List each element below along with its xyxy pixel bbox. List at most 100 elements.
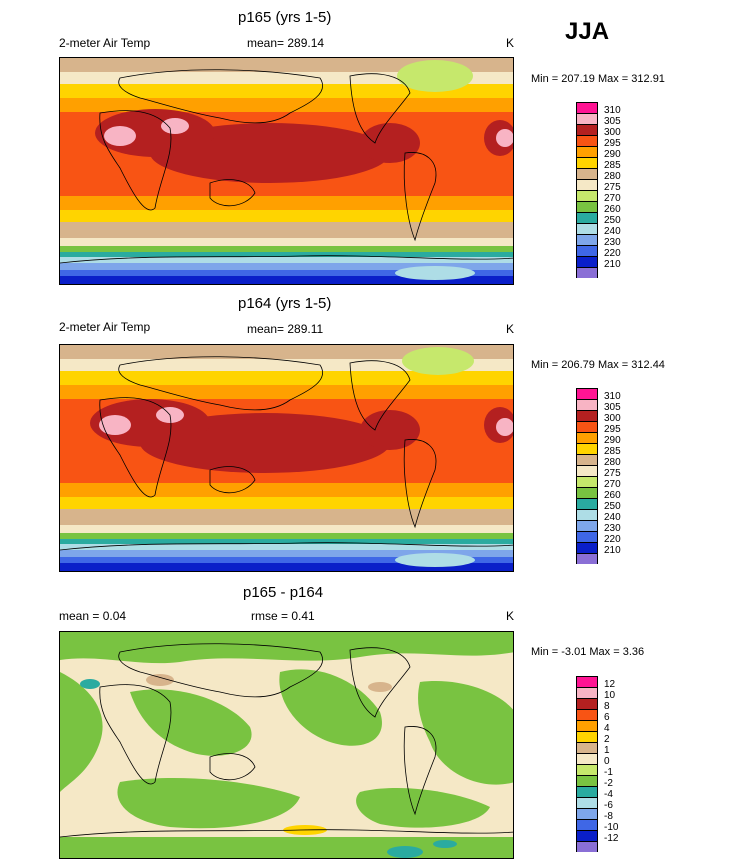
- cbar-2-box: [576, 487, 598, 498]
- map-2-band-smid: [60, 497, 513, 509]
- cbar-2-label: 260: [604, 490, 621, 501]
- cbar-2-label: 310: [604, 391, 621, 402]
- cbar-1-label: 290: [604, 149, 621, 160]
- cbar-3-box: [576, 753, 598, 764]
- map-3-coast-antarctica: [60, 829, 513, 838]
- cbar-3-label: -1: [604, 767, 613, 778]
- cbar-3-label: 0: [604, 756, 610, 767]
- cbar-1-box: [576, 234, 598, 245]
- map-1-antarctic-patch: [395, 266, 475, 280]
- cbar-2-label: 285: [604, 446, 621, 457]
- cbar-1-box: [576, 223, 598, 234]
- map-1-coast-antarctica: [60, 255, 513, 264]
- cbar-3-label: -6: [604, 800, 613, 811]
- map-1-peak-3: [496, 129, 513, 147]
- map-2-coast-africa: [99, 397, 172, 498]
- map-3-green-pacific: [279, 669, 382, 746]
- map-2-coast-samerica: [403, 439, 437, 529]
- cbar-3-box: [576, 764, 598, 775]
- cbar-2-box: [576, 553, 598, 564]
- cbar-1-label: 305: [604, 116, 621, 127]
- map-3-coast-eurasia: [118, 643, 323, 698]
- map-2-band-polar: [60, 345, 513, 359]
- panel-1-map: [59, 57, 514, 285]
- map-2-peak-1: [99, 415, 131, 435]
- map-1-band-s250: [60, 257, 513, 263]
- panel-1-left-label: 2-meter Air Temp: [59, 36, 151, 50]
- cbar-2-label: 270: [604, 479, 621, 490]
- cbar-1-label: 295: [604, 138, 621, 149]
- cbar-3-label: -10: [604, 822, 619, 833]
- cbar-1-label: 270: [604, 193, 621, 204]
- map-3-coast-samerica: [403, 726, 437, 816]
- cbar-1-label: 250: [604, 215, 621, 226]
- map-3-cool-blob-3: [80, 679, 100, 689]
- cbar-2-box: [576, 542, 598, 553]
- map-2-band-nsub: [60, 385, 513, 399]
- map-1-band-s230: [60, 270, 513, 276]
- panel-1-map-svg: [60, 58, 513, 284]
- map-2-band-s220: [60, 563, 513, 571]
- map-2-band-arctic: [60, 359, 513, 371]
- cbar-1-label: 220: [604, 248, 621, 259]
- map-2-band-s260: [60, 539, 513, 544]
- cbar-3-box: [576, 797, 598, 808]
- map-1-band-s270: [60, 246, 513, 252]
- map-2-peak-3: [496, 418, 513, 436]
- map-1-band-s275: [60, 238, 513, 246]
- map-3-coast-africa: [99, 684, 172, 785]
- cbar-3-box: [576, 720, 598, 731]
- map-2-coast-antarctica: [60, 542, 513, 551]
- panel-2-map-svg: [60, 345, 513, 571]
- cbar-3-box: [576, 731, 598, 742]
- map-1-band-nmid: [60, 84, 513, 98]
- cbar-3-label: 10: [604, 690, 616, 701]
- panel-3-title: p165 - p164: [243, 584, 324, 601]
- panel-3-map: [59, 631, 514, 859]
- map-3-coast-namerica: [349, 647, 411, 718]
- cbar-3-box: [576, 775, 598, 786]
- map-1-band-s220: [60, 276, 513, 284]
- cbar-1-box: [576, 267, 598, 278]
- cbar-1-label: 275: [604, 182, 621, 193]
- map-1-band-s280: [60, 222, 513, 238]
- map-1-band-polar: [60, 58, 513, 72]
- cbar-3-box: [576, 709, 598, 720]
- map-3-green-atlantic: [418, 681, 513, 785]
- cbar-3-box: [576, 786, 598, 797]
- map-3-green-indian: [130, 689, 252, 756]
- map-1-band-smid: [60, 210, 513, 222]
- map-1-coast-australia: [209, 179, 256, 207]
- cbar-1-box: [576, 190, 598, 201]
- cbar-2-label: 250: [604, 501, 621, 512]
- map-2-band-s230: [60, 557, 513, 563]
- map-1-band-s240: [60, 263, 513, 270]
- cbar-3-label: 4: [604, 723, 610, 734]
- map-1-coast-africa: [99, 110, 172, 211]
- cbar-2-box: [576, 432, 598, 443]
- panel-2-colorbar: 310 305 300 295 290 285 280 275 270 260 …: [576, 388, 621, 564]
- cbar-1-label: 310: [604, 105, 621, 116]
- map-1-band-s260: [60, 252, 513, 257]
- cbar-2-label: 220: [604, 534, 621, 545]
- panel-3-left-label: mean = 0.04: [59, 609, 127, 623]
- cbar-2-label: 210: [604, 545, 621, 556]
- panel-2-minmax: Min = 206.79 Max = 312.44: [531, 359, 665, 371]
- cbar-3-box: [576, 676, 598, 687]
- cbar-1-box: [576, 135, 598, 146]
- cbar-3-box: [576, 687, 598, 698]
- cbar-3-box: [576, 808, 598, 819]
- map-3-tan-blob-1: [146, 674, 174, 686]
- cbar-2-box: [576, 388, 598, 399]
- map-3-green-southeast: [356, 787, 490, 828]
- cbar-2-box: [576, 421, 598, 432]
- cbar-1-box: [576, 113, 598, 124]
- map-2-band-s250: [60, 544, 513, 550]
- map-3-tan-blob-2: [368, 682, 392, 692]
- map-2-coast-namerica: [349, 360, 411, 431]
- cbar-2-box: [576, 509, 598, 520]
- cbar-1-box: [576, 179, 598, 190]
- cbar-2-box: [576, 531, 598, 542]
- cbar-3-box: [576, 742, 598, 753]
- cbar-2-label: 295: [604, 424, 621, 435]
